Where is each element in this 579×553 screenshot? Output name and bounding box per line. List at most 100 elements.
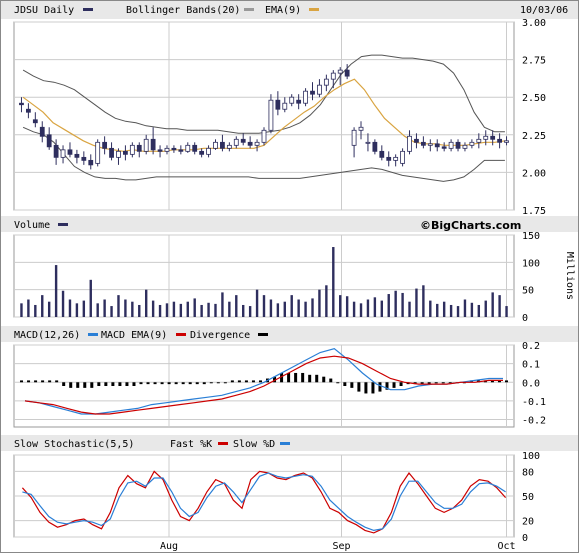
volume-bar: [248, 306, 252, 317]
candle-body: [434, 143, 440, 148]
volume-bar: [505, 306, 508, 317]
macd-histogram-bar: [308, 374, 312, 383]
price-grid: [14, 21, 514, 211]
macd-histogram-bar: [55, 380, 59, 383]
volume-bar: [47, 301, 51, 317]
divergence-label: Divergence: [190, 330, 250, 341]
y-tick-label: 0: [522, 313, 528, 324]
volume-bar: [68, 299, 72, 317]
volume-bar: [401, 292, 404, 317]
volume-bar: [463, 299, 467, 317]
candle-body: [455, 141, 461, 149]
volume-bars: [20, 247, 508, 317]
candle-body: [213, 141, 218, 149]
y-tick-label: -0.2: [522, 416, 546, 427]
candle-body: [157, 149, 163, 152]
candle-body: [136, 144, 142, 152]
candle-body: [337, 69, 343, 74]
y-tick-label: 3.00: [522, 18, 546, 29]
y-tick-label: 2.00: [522, 168, 546, 179]
candle-body: [254, 141, 260, 146]
volume-bar: [477, 304, 481, 317]
macd-histogram-bar: [160, 382, 164, 385]
volume-bar: [151, 300, 155, 317]
divergence-legend-swatch: [258, 333, 268, 336]
macd-histogram-bar: [434, 382, 438, 384]
macd-histogram-bar: [315, 374, 319, 383]
macd-histogram-bar: [202, 382, 206, 385]
macd-histogram-bar: [329, 378, 333, 383]
volume-bar: [110, 306, 113, 317]
macd-histogram-bar: [448, 382, 452, 384]
macd-histogram-bar: [216, 382, 220, 384]
macd-histogram-bar: [146, 382, 150, 385]
macd-lines: [24, 348, 503, 415]
y-tick-label: 2.25: [522, 131, 546, 142]
macd-histogram-bar: [118, 382, 122, 386]
bigcharts-credit: ©BigCharts.com: [420, 219, 521, 232]
fast-k-legend-swatch: [218, 442, 228, 445]
volume-bar: [297, 299, 300, 317]
macd-ema-label: MACD EMA(9): [101, 330, 167, 341]
macd-histogram-bar: [287, 372, 291, 383]
candle-body: [365, 141, 371, 144]
candle-body: [310, 90, 315, 95]
volume-bar: [373, 297, 377, 317]
volume-bar: [221, 292, 224, 317]
macd-histogram-bar: [350, 382, 354, 388]
candle-body: [206, 147, 211, 155]
price-y-ticks: 3.00 2.75 2.50 2.25 2.00 1.75: [522, 18, 546, 217]
volume-bar: [387, 294, 390, 317]
y-tick-label: 50: [522, 286, 534, 297]
volume-bar: [158, 304, 162, 317]
y-tick-label: 100: [522, 258, 540, 269]
candle-body: [199, 150, 205, 155]
volume-bar: [172, 301, 176, 317]
macd-histogram-bar: [41, 380, 45, 383]
macd-label: MACD(12,26): [14, 330, 80, 341]
volume-bar: [228, 301, 231, 317]
candle-body: [116, 150, 121, 158]
candle-body: [150, 138, 156, 151]
macd-ema-line: [24, 348, 503, 415]
volume-y-ticks: 150 100 50 0: [522, 231, 540, 324]
candle-body: [386, 156, 392, 161]
candle-body: [171, 147, 177, 151]
volume-bar: [82, 300, 86, 317]
volume-bar: [380, 300, 384, 317]
x-tick-label: Oct: [497, 541, 515, 552]
candle-body: [220, 141, 225, 149]
candle-body: [88, 159, 94, 166]
x-tick-label: Sep: [332, 541, 350, 552]
volume-bar: [214, 303, 217, 317]
candle-body: [74, 153, 80, 158]
slow-d-line: [22, 472, 506, 532]
volume-bar: [304, 301, 307, 317]
fast-k-line: [21, 470, 507, 534]
candle-body: [400, 150, 405, 164]
volume-bar: [255, 289, 259, 317]
date-label: 10/03/06: [520, 5, 568, 16]
macd-histogram-bar: [273, 376, 277, 383]
y-tick-label: 80: [522, 467, 534, 478]
slow-d-legend-swatch: [280, 442, 290, 445]
volume-bar: [61, 290, 65, 317]
candle-body: [81, 156, 87, 161]
macd-histogram-bar: [420, 382, 424, 385]
volume-bar: [41, 295, 44, 317]
y-tick-label: 0.0: [522, 378, 540, 389]
candle-body: [448, 141, 454, 149]
volume-bar: [235, 295, 238, 317]
volume-bar: [186, 301, 189, 317]
volume-bar: [144, 289, 148, 317]
volume-bar: [332, 247, 335, 317]
price-header-bg: [1, 1, 578, 19]
macd-histogram-bar: [294, 372, 298, 383]
volume-bar: [491, 292, 494, 317]
volume-bar: [34, 304, 37, 317]
macd-histogram-bar: [62, 382, 66, 386]
candle-body: [351, 129, 357, 146]
macd-histogram-bar: [188, 382, 192, 385]
volume-bar: [89, 279, 92, 317]
macd-histogram-bar: [378, 382, 382, 392]
